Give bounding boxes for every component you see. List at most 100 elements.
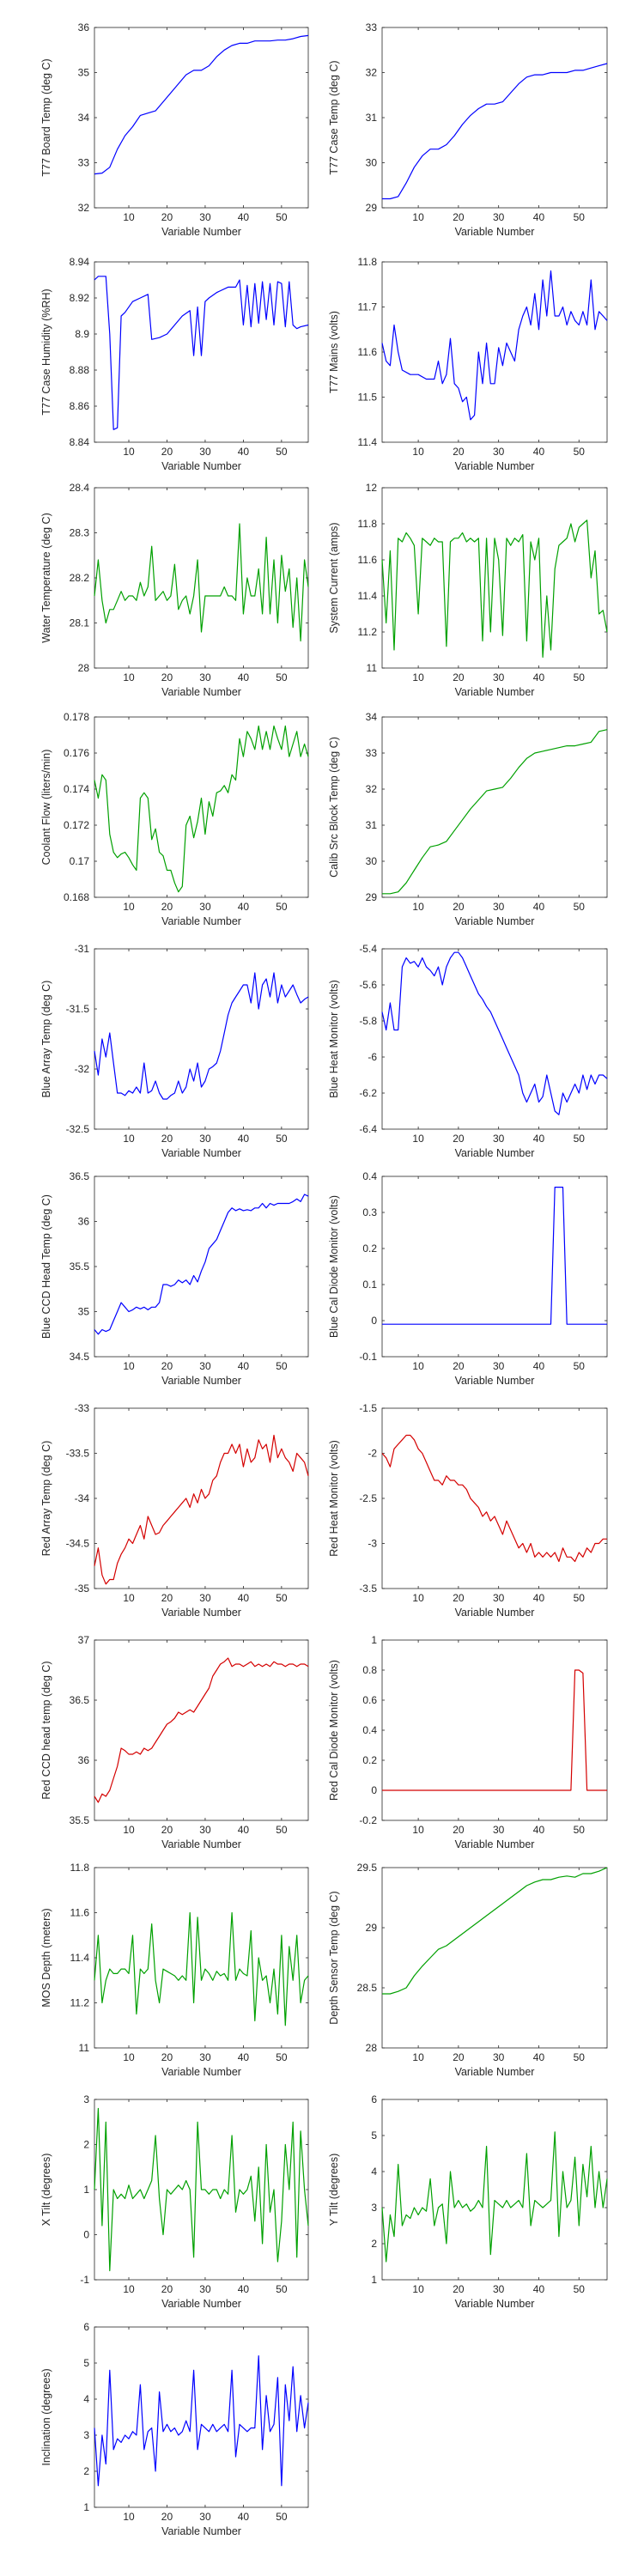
y-tick-label: 35	[78, 67, 90, 79]
x-tick-label: 40	[238, 2051, 250, 2063]
plot-area	[381, 716, 608, 898]
chart-panel: 10 20 30 40 50 8.84 8.86 8.88 8.9 8.92 8.94 Variabl…	[40, 256, 309, 472]
x-tick-label: 50	[574, 1592, 586, 1604]
y-tick-label: 8.92	[70, 292, 90, 304]
y-tick-label: -6.2	[359, 1087, 377, 1099]
y-tick-label: 33	[366, 21, 378, 33]
y-tick-label: 0.4	[362, 1170, 377, 1182]
y-tick-label: 0.3	[362, 1206, 377, 1218]
chart-panel: 10 20 30 40 50 11 11.2 11.4 11.6 11.8 Variable Num…	[40, 1862, 309, 2078]
y-tick-label: 33	[366, 747, 378, 759]
x-tick-label: 20	[453, 1360, 465, 1372]
y-tick-label: 35	[78, 1306, 90, 1318]
chart-panel: 10 20 30 40 50 34.5 35 35.5 36 36.5 Variable Numbe…	[40, 1170, 309, 1387]
x-tick-label: 50	[276, 1592, 288, 1604]
series-line	[382, 1867, 608, 1995]
series-line	[94, 523, 309, 642]
x-tick-label: 20	[453, 211, 465, 223]
x-tick-label: 20	[453, 1133, 465, 1145]
x-tick-label: 30	[493, 2283, 505, 2295]
x-tick-label: 10	[123, 2511, 135, 2523]
x-tick-label: 40	[238, 1133, 250, 1145]
x-tick-label: 40	[533, 1133, 545, 1145]
y-tick-label: 2	[371, 2238, 377, 2250]
plot-area	[94, 948, 309, 1130]
y-tick-label: -5.6	[359, 979, 377, 991]
y-tick-label: 29	[366, 891, 378, 903]
y-tick-label: 0.2	[362, 1242, 377, 1255]
series-line	[381, 270, 608, 421]
y-tick-label: 31	[366, 112, 378, 124]
x-tick-label: 10	[412, 2283, 424, 2295]
y-tick-label: 37	[78, 1634, 90, 1646]
y-tick-label: -1	[80, 2274, 89, 2286]
x-tick-label: 40	[238, 671, 250, 683]
y-tick-label: 0	[83, 2229, 89, 2241]
series-line	[94, 972, 309, 1100]
y-axis-label: MOS Depth (meters)	[40, 1908, 52, 2007]
y-axis-label: Red Array Temp (deg C)	[40, 1441, 52, 1557]
x-tick-label: 50	[574, 2283, 586, 2295]
x-tick-label: 40	[238, 211, 250, 223]
x-tick-label: 20	[161, 1592, 173, 1604]
y-tick-label: -35	[75, 1583, 90, 1595]
x-tick-label: 30	[493, 1360, 505, 1372]
x-tick-label: 30	[493, 671, 505, 683]
y-axis-label: T77 Mains (volts)	[328, 311, 340, 393]
x-axis-label: Variable Number	[161, 915, 241, 927]
y-tick-label: 0.4	[362, 1724, 377, 1736]
chart-panel: 10 20 30 40 50 -35 -34.5 -34 -33.5 -33 Variable Nu…	[40, 1402, 309, 1619]
x-tick-label: 20	[161, 211, 173, 223]
y-axis-label: Blue Array Temp (deg C)	[40, 981, 52, 1098]
chart-panel: 10 20 30 40 50 -0.2 0 0.2 0.4 0.6 0.8 1 Variable Num…	[328, 1634, 608, 1850]
y-tick-label: 11.7	[358, 301, 378, 313]
y-tick-label: 36	[78, 1754, 90, 1766]
y-tick-label: 0	[371, 1315, 377, 1327]
x-axis-label: Variable Number	[455, 1607, 535, 1619]
x-tick-label: 20	[161, 1360, 173, 1372]
y-tick-label: -33	[75, 1402, 90, 1414]
chart-panel: 10 20 30 40 50 -6.4 -6.2 -6 -5.8 -5.6 -5.4 Variable…	[328, 943, 608, 1159]
y-tick-label: 11.6	[358, 554, 378, 566]
y-tick-label: 0.8	[362, 1664, 377, 1676]
series-line	[382, 63, 608, 200]
y-tick-label: 2	[83, 2465, 89, 2477]
x-tick-label: 50	[276, 901, 288, 913]
y-tick-label: 8.9	[75, 328, 89, 340]
x-axis-label: Variable Number	[161, 1607, 241, 1619]
x-tick-label: 30	[493, 901, 505, 913]
x-tick-label: 40	[533, 2283, 545, 2295]
x-tick-label: 40	[533, 446, 545, 458]
y-tick-label: 32	[366, 67, 378, 79]
x-tick-label: 20	[161, 2051, 173, 2063]
x-tick-label: 20	[161, 1824, 173, 1836]
y-tick-label: 0.168	[64, 891, 89, 903]
y-tick-label: 11.2	[70, 1997, 90, 2009]
y-tick-label: 11.6	[358, 346, 378, 358]
y-tick-label: 11	[367, 662, 378, 674]
plot-area	[94, 716, 309, 898]
x-tick-label: 10	[412, 901, 424, 913]
x-tick-label: 40	[238, 1592, 250, 1604]
y-tick-label: 4	[83, 2393, 89, 2405]
y-axis-label: Blue Heat Monitor (volts)	[328, 980, 340, 1098]
plot-area	[94, 1867, 309, 2049]
plot-area	[94, 1639, 309, 1821]
y-tick-label: -3	[368, 1538, 377, 1550]
x-tick-label: 50	[276, 1824, 288, 1836]
y-tick-label: -34	[75, 1492, 90, 1504]
x-tick-label: 10	[123, 2283, 135, 2295]
x-axis-label: Variable Number	[455, 1375, 535, 1387]
y-tick-label: -31	[75, 943, 90, 955]
x-tick-label: 20	[453, 2283, 465, 2295]
chart-panel: 10 20 30 40 50 1 2 3 4 5 6 Variable Number Y Tilt (d…	[328, 2093, 608, 2310]
plot-area	[381, 2099, 608, 2281]
x-tick-label: 50	[276, 2051, 288, 2063]
x-tick-label: 20	[161, 671, 173, 683]
y-tick-label: 11.8	[70, 1862, 90, 1874]
x-tick-label: 50	[276, 2283, 288, 2295]
y-tick-label: 36	[78, 21, 90, 33]
y-axis-label: Red Heat Monitor (volts)	[328, 1440, 340, 1556]
x-tick-label: 10	[412, 211, 424, 223]
y-axis-label: T77 Case Humidity (%RH)	[40, 289, 52, 415]
